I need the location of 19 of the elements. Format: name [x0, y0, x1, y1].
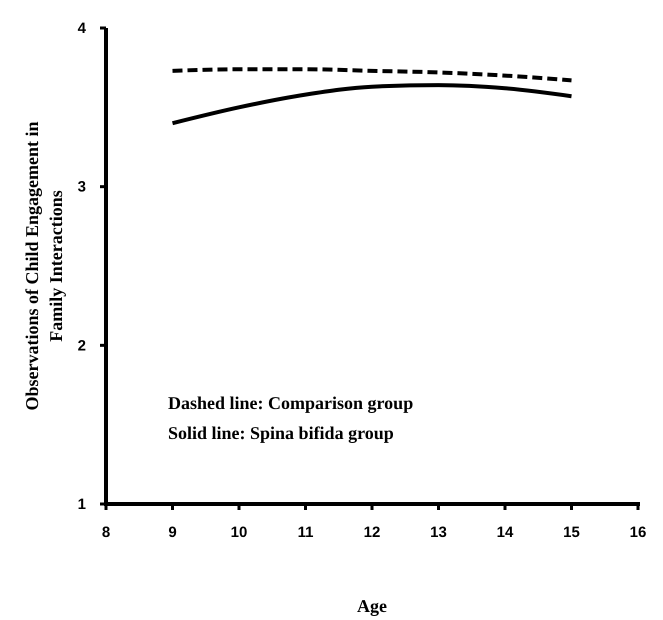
- x-tick-label: 8: [102, 524, 110, 541]
- x-tick-label: 16: [630, 524, 646, 541]
- annotation: Dashed line: Comparison group: [168, 393, 414, 413]
- y-tick-label: 4: [78, 20, 87, 37]
- line-series: [170, 83, 574, 126]
- x-axis-title: Age: [357, 596, 387, 616]
- x-tick-label: 13: [430, 524, 447, 541]
- x-tick-label: 12: [364, 524, 380, 541]
- y-tick-label: 1: [78, 496, 86, 513]
- x-tick-label: 11: [298, 524, 314, 541]
- x-tick-label: 10: [230, 524, 248, 541]
- y-axis-title: Observations of Child Engagement in Family Interactions: [22, 121, 66, 411]
- y-tick-label: 2: [78, 337, 86, 354]
- line-series: [170, 67, 574, 82]
- y-tick-label: 3: [78, 178, 86, 196]
- x-tick-label: 15: [563, 524, 580, 541]
- x-tick-label: 9: [168, 524, 177, 541]
- x-tick-label: 14: [496, 524, 514, 541]
- annotation: Solid line: Spina bifida group: [168, 423, 394, 443]
